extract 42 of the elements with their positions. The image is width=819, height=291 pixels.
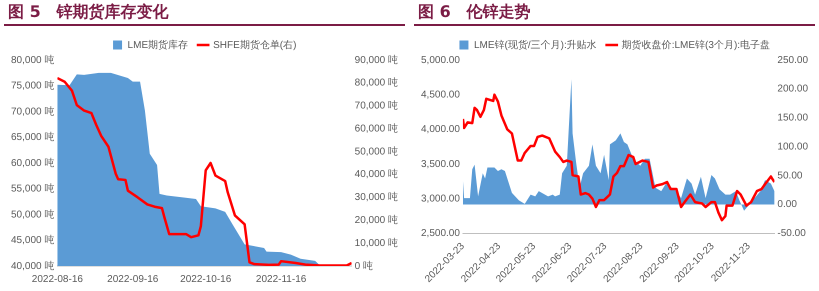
- legend-label: 期货收盘价:LME锌(3个月):电子盘: [622, 38, 770, 51]
- y2-tick-label: 0 吨: [354, 260, 373, 272]
- legend-label: LME锌(现货/三个月):升贴水: [474, 38, 597, 51]
- y-tick-label: 65,000 吨: [10, 131, 54, 143]
- y2-tick-label: 80,000 吨: [354, 76, 398, 89]
- x-tick-label: 2022-09-16: [107, 274, 159, 285]
- y2-tick-label: 0.00: [777, 199, 798, 210]
- y2-tick-label: 150.00: [777, 112, 808, 124]
- y2-tick-label: 10,000 吨: [354, 236, 398, 249]
- y-tick-label: 3,500.00: [420, 158, 460, 170]
- y-tick-label: 2,500.00: [420, 228, 460, 240]
- y-tick-label: 80,000 吨: [10, 54, 54, 66]
- y2-tick-label: 100.00: [777, 141, 808, 152]
- y2-tick-label: 50,000 吨: [354, 145, 398, 158]
- y-tick-label: 70,000 吨: [10, 105, 54, 118]
- y2-tick-label: 30,000 吨: [354, 191, 398, 204]
- y2-tick-label: 200.00: [777, 84, 808, 95]
- y-tick-label: 3,000.00: [420, 193, 460, 204]
- legend-label: SHFE期货仓单(右): [213, 38, 296, 51]
- x-tick-label: 2022-10-16: [180, 274, 232, 285]
- y2-tick-label: 70,000 吨: [354, 100, 398, 112]
- y-tick-label: 5,000.00: [420, 54, 460, 66]
- y2-tick-label: 90,000 吨: [354, 54, 398, 66]
- y2-tick-label: 250.00: [777, 54, 808, 66]
- chart-title: 图 5 锌期货库存变化: [4, 0, 405, 26]
- x-tick-label: 2022-08-16: [32, 274, 84, 285]
- y2-tick-label: 40,000 吨: [354, 168, 398, 180]
- y2-tick-label: -50.00: [777, 228, 806, 240]
- y2-tick-label: 20,000 吨: [354, 214, 398, 226]
- y2-tick-label: 60,000 吨: [354, 122, 398, 134]
- y2-tick-label: 50.00: [777, 170, 803, 182]
- y-tick-label: 60,000 吨: [10, 156, 54, 169]
- y-tick-label: 75,000 吨: [10, 80, 54, 92]
- chart-title: 图 6 伦锌走势: [414, 0, 815, 26]
- x-tick-label: 2022-11-16: [256, 274, 307, 285]
- y-tick-label: 45,000 吨: [10, 234, 54, 246]
- y-tick-label: 4,000.00: [420, 124, 460, 136]
- y-tick-label: 4,500.00: [420, 89, 460, 100]
- y-tick-label: 50,000 吨: [10, 208, 54, 220]
- legend-label: LME期货库存: [128, 38, 188, 51]
- y-tick-label: 40,000 吨: [10, 260, 54, 272]
- y-tick-label: 55,000 吨: [10, 182, 54, 194]
